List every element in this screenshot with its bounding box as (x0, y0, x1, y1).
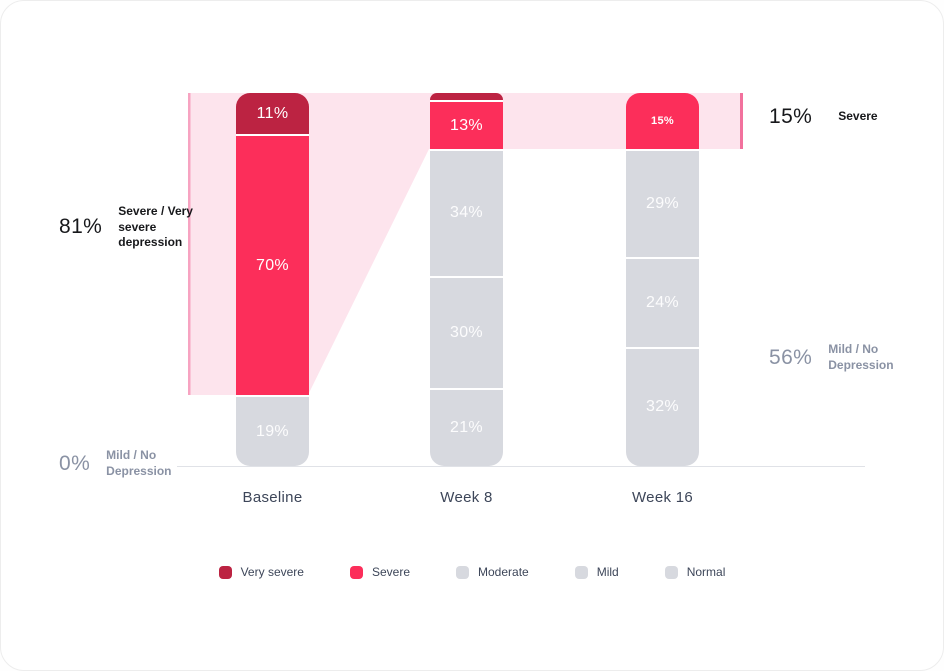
segment-value-label: 30% (450, 323, 483, 341)
annotation-label: Severe (838, 109, 878, 124)
segment-moderate: 29% (626, 148, 699, 258)
segment-normal: 19% (236, 395, 309, 466)
segment-value-label: 34% (450, 204, 483, 222)
bar-baseline: 11% 70% 19% (236, 93, 309, 466)
annotation-week16-mild: 56% Mild / No Depression (769, 342, 908, 373)
x-axis-label: Week 16 (631, 489, 694, 506)
legend-swatch (349, 565, 363, 579)
segment-very-severe: 11% (236, 93, 309, 135)
band-right-accent-line (740, 93, 743, 149)
segment-mild: 30% (430, 275, 503, 388)
segment-value-label: 32% (646, 398, 679, 416)
segment-value-label: 21% (450, 418, 483, 436)
annotation-value: 0% (59, 451, 91, 475)
legend-item-very-severe: Very severe (218, 565, 304, 579)
annotation-baseline-mild: 0% Mild / No Depression (59, 448, 176, 479)
segment-mild: 24% (626, 257, 699, 347)
segment-value-label: 19% (256, 422, 289, 440)
segment-value-label: 24% (646, 293, 679, 311)
segment-normal: 21% (430, 387, 503, 466)
x-axis-label: Week 8 (440, 489, 493, 506)
legend-swatch (218, 565, 232, 579)
segment-severe: 13% (430, 100, 503, 149)
legend-item-severe: Severe (349, 565, 410, 579)
segment-value-label: 29% (646, 195, 679, 213)
legend-swatch (664, 565, 678, 579)
legend-item-mild: Mild (574, 565, 619, 579)
annotation-week16-severe: 15% Severe (769, 105, 878, 129)
segment-moderate: 34% (430, 148, 503, 276)
annotation-value: 15% (769, 105, 813, 128)
annotation-value: 81% (59, 215, 103, 239)
annotation-label: Mild / No Depression (106, 448, 172, 478)
segment-very-severe (430, 93, 503, 101)
segment-value-label: 13% (450, 116, 483, 134)
x-axis-label: Baseline (242, 489, 303, 506)
segment-value-label: 70% (256, 256, 289, 274)
annotation-label: Mild / No Depression (828, 342, 894, 372)
legend-swatch (456, 565, 469, 579)
legend-label: Severe (371, 565, 410, 579)
x-axis-line (177, 466, 865, 467)
bar-week-16: 15% 29% 24% 32% (626, 93, 699, 466)
segment-value-label: 15% (651, 114, 674, 127)
annotation-value: 56% (769, 345, 813, 369)
segment-severe: 70% (236, 134, 309, 396)
annotation-baseline-severe: 81% Severe / Very severe depression (59, 204, 206, 251)
annotation-label: Severe / Very severe depression (118, 204, 193, 250)
segment-value-label: 11% (256, 104, 289, 122)
segment-severe: 15% (626, 93, 699, 149)
legend-label: Moderate (478, 565, 529, 579)
legend-label: Very severe (240, 565, 304, 579)
legend-label: Mild (596, 565, 619, 579)
legend-label: Normal (686, 565, 726, 579)
legend-item-normal: Normal (664, 565, 726, 579)
legend-item-moderate: Moderate (456, 565, 529, 579)
segment-normal: 32% (626, 346, 699, 466)
legend-swatch (574, 565, 588, 579)
bar-week-8: 13% 34% 30% 21% (430, 93, 503, 466)
chart-legend: Very severe Severe Moderate Mild Normal (1, 565, 943, 579)
